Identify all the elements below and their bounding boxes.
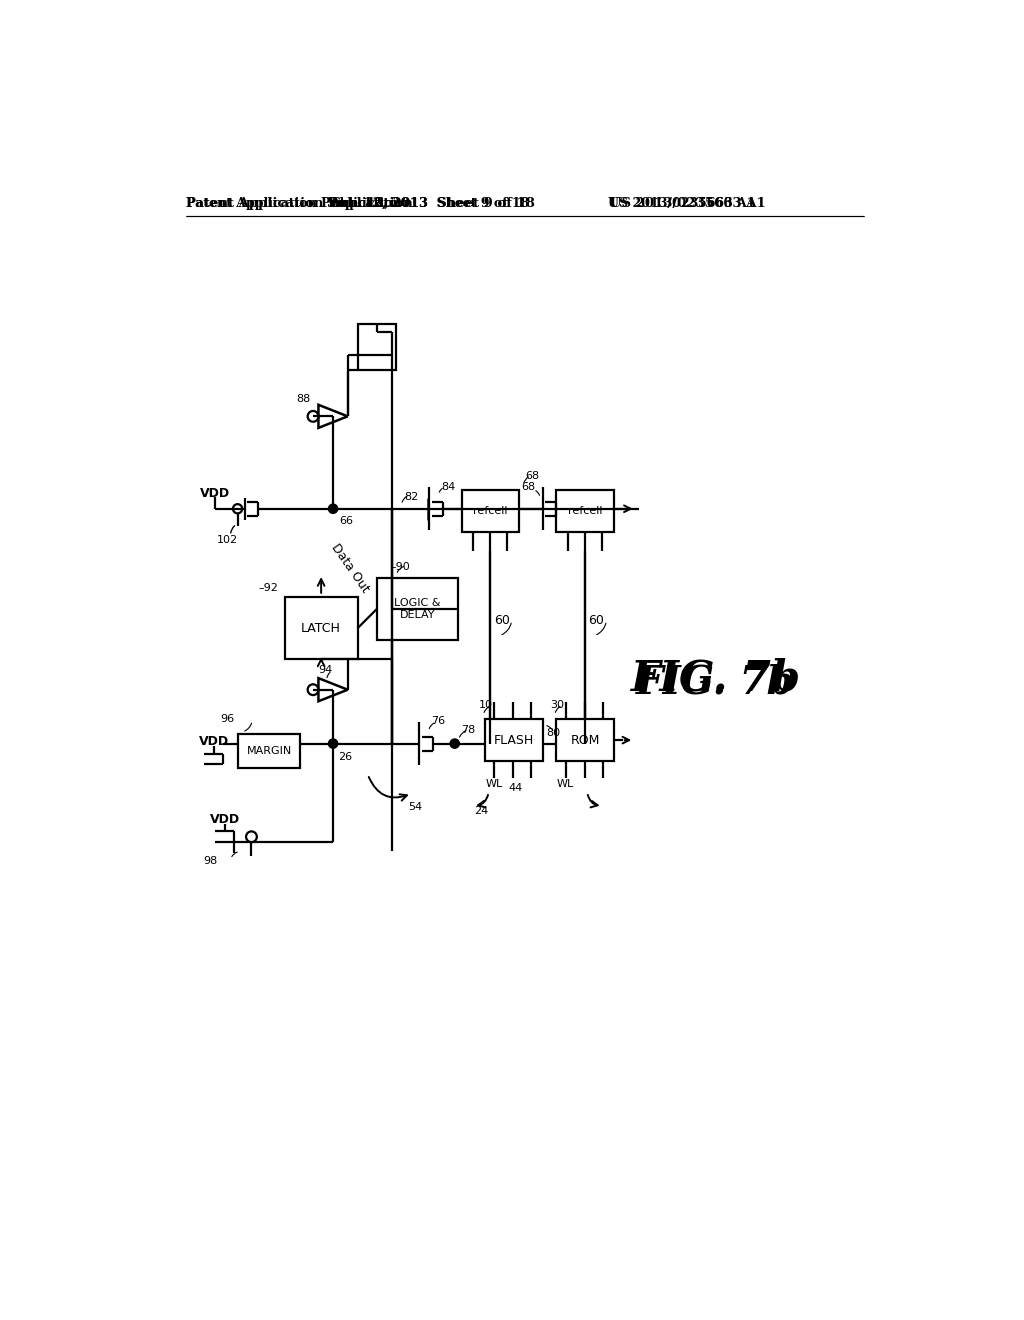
- Bar: [556, 490, 614, 532]
- Text: 78: 78: [461, 725, 475, 735]
- Text: –92: –92: [258, 583, 279, 593]
- Text: 66: 66: [339, 516, 353, 527]
- Text: Data Out: Data Out: [329, 541, 372, 595]
- Text: 26: 26: [338, 752, 352, 763]
- Text: US 2013/0235663 A1: US 2013/0235663 A1: [609, 197, 765, 210]
- Text: Patent Application Publication: Patent Application Publication: [186, 197, 413, 210]
- Text: Sep. 12, 2013  Sheet 9 of 18: Sep. 12, 2013 Sheet 9 of 18: [327, 197, 535, 210]
- Text: VDD: VDD: [201, 487, 230, 500]
- Text: 94: 94: [318, 665, 333, 676]
- Text: MARGIN: MARGIN: [247, 746, 292, 756]
- Text: VDD: VDD: [199, 735, 228, 748]
- Text: 96: 96: [220, 714, 234, 723]
- Text: 10: 10: [478, 700, 493, 710]
- Circle shape: [329, 504, 338, 513]
- Circle shape: [233, 504, 243, 513]
- Text: VDD: VDD: [210, 813, 240, 825]
- Text: 80: 80: [547, 727, 560, 738]
- Text: 102: 102: [217, 535, 239, 545]
- Text: 82: 82: [403, 492, 418, 502]
- Text: –90: –90: [390, 562, 410, 573]
- Text: Sep. 12, 2013  Sheet 9 of 18: Sep. 12, 2013 Sheet 9 of 18: [332, 197, 529, 210]
- Circle shape: [329, 739, 338, 748]
- Text: ROM: ROM: [570, 734, 600, 747]
- Text: 76: 76: [431, 715, 445, 726]
- Text: US 2013/0235663 A1: US 2013/0235663 A1: [608, 197, 756, 210]
- Circle shape: [307, 684, 318, 696]
- Text: LATCH: LATCH: [301, 622, 341, 635]
- Bar: [377, 578, 458, 640]
- Text: 30: 30: [550, 700, 564, 710]
- Text: 60: 60: [589, 614, 604, 627]
- Text: FIG. 7b: FIG. 7b: [636, 663, 795, 701]
- Circle shape: [451, 739, 460, 748]
- Text: WL: WL: [557, 779, 574, 789]
- Text: 60: 60: [494, 614, 510, 627]
- Text: refcell: refcell: [473, 506, 508, 516]
- Text: FLASH: FLASH: [494, 734, 534, 747]
- Circle shape: [307, 411, 318, 422]
- Text: 68: 68: [525, 471, 540, 480]
- Bar: [462, 490, 519, 532]
- Text: 24: 24: [474, 807, 488, 816]
- Text: 98: 98: [204, 857, 218, 866]
- Bar: [285, 597, 357, 659]
- Bar: [357, 323, 396, 370]
- Text: 88: 88: [297, 395, 311, 404]
- Circle shape: [246, 832, 257, 842]
- Bar: [484, 719, 543, 762]
- Text: Patent Application Publication: Patent Application Publication: [186, 197, 401, 210]
- Text: 68: 68: [521, 482, 536, 492]
- Text: FIG. 7b: FIG. 7b: [631, 657, 801, 700]
- Bar: [239, 734, 300, 768]
- Text: WL: WL: [485, 779, 503, 789]
- Text: 44: 44: [509, 783, 522, 793]
- Text: refcell: refcell: [568, 506, 602, 516]
- Bar: [556, 719, 614, 762]
- Text: 84: 84: [441, 482, 455, 492]
- Text: 54: 54: [409, 801, 423, 812]
- Text: LOGIC &
DELAY: LOGIC & DELAY: [394, 598, 440, 619]
